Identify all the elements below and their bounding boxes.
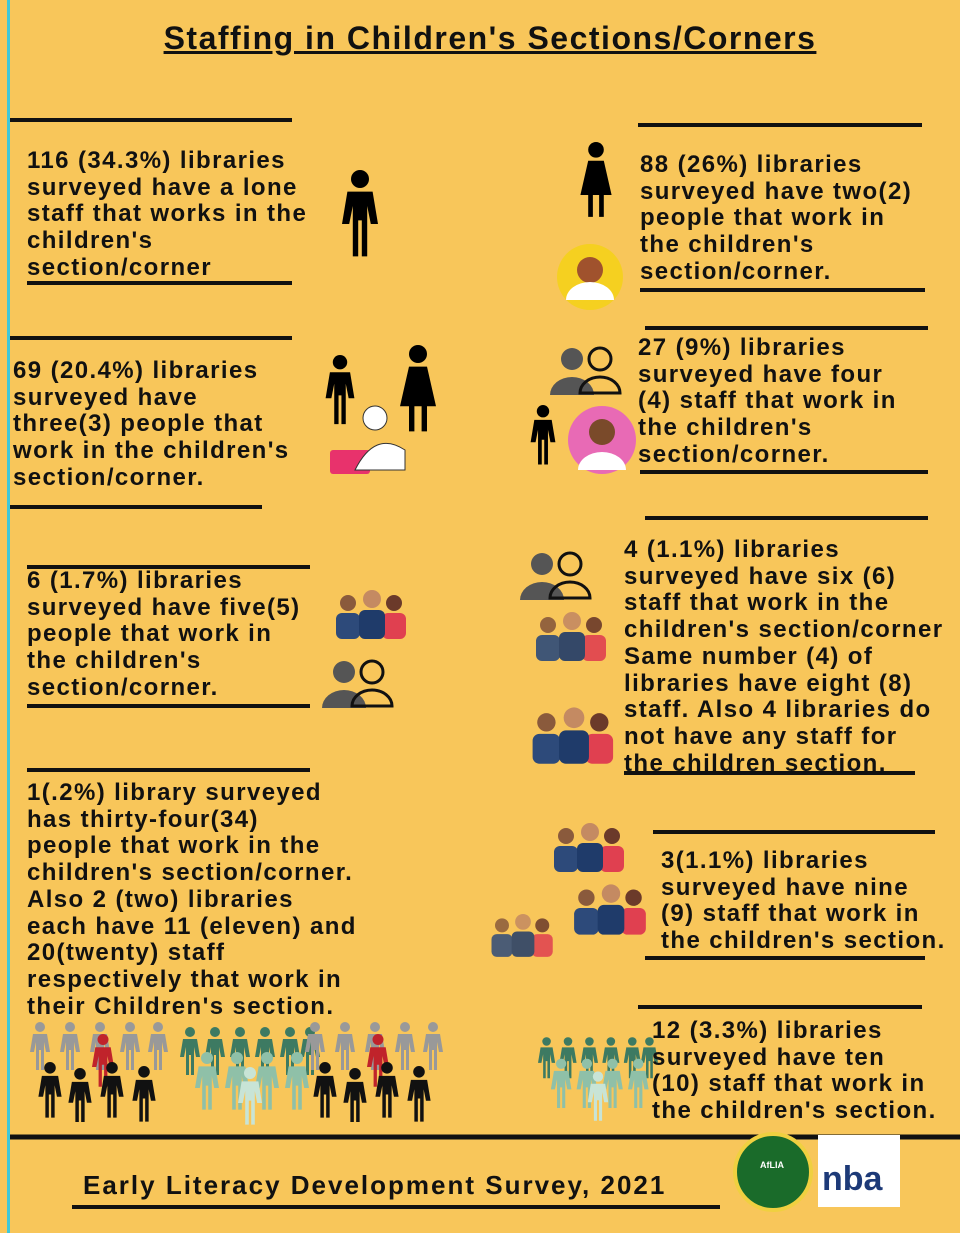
text-line: 4 (1.1%) libraries bbox=[624, 537, 943, 564]
text-line: has thirty-four(34) bbox=[27, 807, 357, 834]
nba-logo: nba bbox=[822, 1160, 882, 1199]
text-line: the children's section. bbox=[661, 928, 946, 955]
text-line: 69 (20.4%) libraries bbox=[13, 358, 290, 385]
text-line: section/corner. bbox=[638, 442, 897, 469]
text-line: staff that works in the bbox=[27, 201, 307, 228]
text-line: children's section/corner bbox=[624, 617, 943, 644]
text-line: their Children's section. bbox=[27, 994, 357, 1021]
text-line: the children's bbox=[638, 415, 897, 442]
text-line: children's bbox=[27, 228, 307, 255]
text-line: (10) staff that work in bbox=[652, 1071, 937, 1098]
text-line: 27 (9%) libraries bbox=[638, 335, 897, 362]
text-line: 116 (34.3%) libraries bbox=[27, 148, 307, 175]
text-line: respectively that work in bbox=[27, 967, 357, 994]
text-line: 1(.2%) library surveyed bbox=[27, 780, 357, 807]
text-line: section/corner. bbox=[13, 465, 290, 492]
text-line: 3(1.1%) libraries bbox=[661, 848, 946, 875]
text-line: Same number (4) of bbox=[624, 644, 943, 671]
aflia-logo: AfLIA bbox=[760, 1160, 784, 1170]
text-line: surveyed have nine bbox=[661, 875, 946, 902]
text-line: not have any staff for bbox=[624, 724, 943, 751]
footer-text: Early Literacy Development Survey, 2021 bbox=[83, 1170, 666, 1201]
text-line: staff that work in the bbox=[624, 590, 943, 617]
text-line: surveyed have six (6) bbox=[624, 564, 943, 591]
text-line: surveyed have two(2) bbox=[640, 179, 912, 206]
text-line: 20(twenty) staff bbox=[27, 940, 357, 967]
text-line: 6 (1.7%) libraries bbox=[27, 568, 301, 595]
text-line: the children's bbox=[27, 648, 301, 675]
text-line: section/corner bbox=[27, 255, 307, 282]
text-line: people that work in bbox=[640, 205, 912, 232]
title: Staffing in Children's Sections/Corners bbox=[0, 20, 960, 57]
text-line: surveyed have bbox=[13, 385, 290, 412]
text-line: libraries have eight (8) bbox=[624, 671, 943, 698]
text-line: each have 11 (eleven) and bbox=[27, 914, 357, 941]
text-line: (9) staff that work in bbox=[661, 901, 946, 928]
text-line: surveyed have five(5) bbox=[27, 595, 301, 622]
text-line: children's section/corner. bbox=[27, 860, 357, 887]
text-line: section/corner. bbox=[640, 259, 912, 286]
text-line: surveyed have four bbox=[638, 362, 897, 389]
text-line: surveyed have a lone bbox=[27, 175, 307, 202]
text-line: Also 2 (two) libraries bbox=[27, 887, 357, 914]
text-line: staff. Also 4 libraries do bbox=[624, 697, 943, 724]
text-line: the children's section. bbox=[652, 1098, 937, 1125]
text-line: three(3) people that bbox=[13, 411, 290, 438]
text-line: people that work in bbox=[27, 621, 301, 648]
text-line: (4) staff that work in bbox=[638, 388, 897, 415]
text-line: people that work in the bbox=[27, 833, 357, 860]
text-line: the children's bbox=[640, 232, 912, 259]
text-line: work in the children's bbox=[13, 438, 290, 465]
text-line: section/corner. bbox=[27, 675, 301, 702]
text-line: surveyed have ten bbox=[652, 1045, 937, 1072]
text-line: 88 (26%) libraries bbox=[640, 152, 912, 179]
text-line: the children section. bbox=[624, 751, 943, 778]
page: Staffing in Children's Sections/Corners … bbox=[0, 0, 960, 1233]
text-line: 12 (3.3%) libraries bbox=[652, 1018, 937, 1045]
